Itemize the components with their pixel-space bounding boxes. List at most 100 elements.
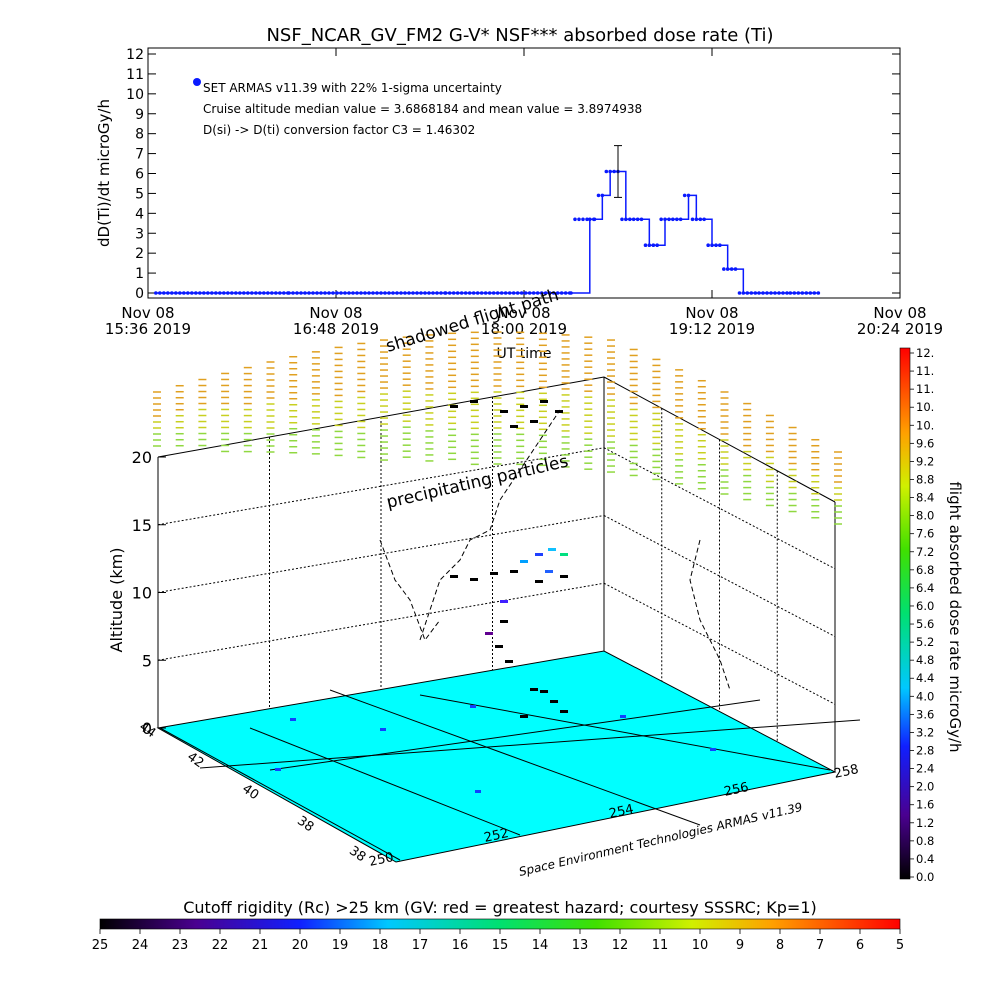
data-point — [667, 217, 671, 222]
data-point — [182, 291, 186, 295]
longitude-tick-label: 250 — [368, 850, 395, 870]
colorbar-tick-label: 8 — [776, 938, 784, 953]
colorbar-tick-label: 5.6 — [916, 617, 934, 631]
data-point — [812, 291, 817, 295]
colorbar-tick-label: 23 — [172, 938, 189, 953]
longitude-tick-label: 252 — [483, 826, 510, 846]
colorbar-tick-label: 21 — [252, 938, 269, 953]
flight-trajectory — [275, 400, 731, 793]
data-point — [299, 291, 303, 295]
data-point — [439, 291, 443, 295]
data-point — [608, 169, 612, 174]
data-point — [170, 291, 174, 295]
data-point — [581, 217, 585, 222]
data-point — [519, 291, 524, 295]
y-tick-label: 7 — [135, 147, 144, 163]
colorbar-tick-label: 6.8 — [916, 563, 934, 577]
colorbar-tick-label: 3.2 — [916, 725, 934, 739]
data-point — [250, 291, 254, 295]
colorbar-tick-label: 9.6 — [916, 436, 934, 450]
data-point — [745, 291, 750, 295]
colorbar-tick-label: 4.4 — [916, 671, 934, 685]
cutoff-rigidity-colorbar-gradient — [99, 918, 901, 930]
data-point — [631, 217, 636, 222]
shadowed-flight-path — [379, 539, 441, 642]
colorbar-tick-label: 10. — [916, 418, 934, 432]
flight-track-point — [535, 553, 543, 556]
ground-point — [470, 705, 476, 708]
flight-track-point — [490, 572, 498, 575]
data-point — [678, 217, 683, 222]
data-point — [547, 291, 552, 295]
data-point — [515, 291, 520, 295]
ground-point — [710, 748, 716, 751]
y-tick-label: 12 — [126, 47, 144, 63]
data-point — [202, 291, 206, 295]
data-point — [612, 169, 616, 174]
data-point — [635, 217, 640, 222]
data-point — [663, 217, 667, 222]
data-point — [234, 291, 238, 295]
y-tick-label: 6 — [135, 167, 144, 183]
data-point — [423, 291, 427, 295]
shadowed-flight-path — [419, 409, 561, 641]
data-point — [761, 291, 765, 295]
colorbar-tick-label: 6.0 — [916, 599, 934, 613]
colorbar-tick-label: 5 — [896, 938, 904, 953]
data-point — [651, 243, 656, 247]
data-point — [686, 193, 691, 198]
y-tick-label: 11 — [126, 67, 144, 83]
wall-gridlines — [157, 397, 836, 742]
data-point — [262, 291, 266, 295]
data-point — [792, 291, 797, 295]
data-point — [604, 169, 609, 174]
data-point — [777, 291, 781, 295]
data-point — [467, 291, 472, 295]
data-point — [274, 291, 278, 295]
data-point — [270, 291, 274, 295]
data-point — [511, 291, 516, 295]
data-point — [733, 267, 738, 271]
data-point — [585, 217, 589, 222]
x-tick-label-time: 15:36 2019 — [105, 320, 191, 338]
x-tick-label-time: 16:48 2019 — [293, 320, 379, 338]
data-point — [804, 291, 809, 295]
data-point — [573, 217, 577, 222]
ground-point — [475, 790, 481, 793]
data-point — [154, 291, 158, 295]
data-point — [327, 291, 331, 295]
data-point — [694, 217, 699, 222]
state-boundary-line — [249, 727, 521, 836]
data-point — [343, 291, 347, 295]
colorbar-tick-label: 13 — [572, 938, 589, 953]
colorbar-tick-label: 11. — [916, 364, 934, 378]
flight-track-point — [505, 660, 513, 663]
data-point — [355, 291, 359, 295]
data-point — [431, 291, 435, 295]
flight-track-point — [495, 645, 503, 648]
data-point — [577, 217, 581, 222]
state-boundary-line — [419, 694, 831, 771]
colorbar-tick-label: 10. — [916, 400, 934, 414]
data-point — [178, 291, 182, 295]
data-point — [214, 291, 218, 295]
wall-gridline — [603, 582, 836, 705]
data-point — [655, 243, 659, 247]
flight-track-point — [560, 553, 568, 556]
state-boundary-line — [159, 727, 401, 861]
latitude-tick-label: 38 — [346, 843, 368, 865]
data-point — [788, 291, 793, 295]
flight-track-point — [500, 410, 508, 413]
y-axis-label: dD(Ti)/dt microGy/h — [95, 99, 113, 247]
data-point — [387, 291, 391, 295]
annotation-precipitating-particles: precipitating particles — [385, 452, 571, 513]
data-point — [359, 291, 363, 295]
data-point — [785, 291, 789, 295]
data-point — [471, 291, 476, 295]
data-point — [379, 291, 383, 295]
x-tick-label-date: Nov 08 — [309, 304, 362, 322]
colorbar-tick-label: 0.4 — [916, 852, 934, 866]
data-point — [682, 193, 687, 198]
data-point — [287, 291, 291, 295]
